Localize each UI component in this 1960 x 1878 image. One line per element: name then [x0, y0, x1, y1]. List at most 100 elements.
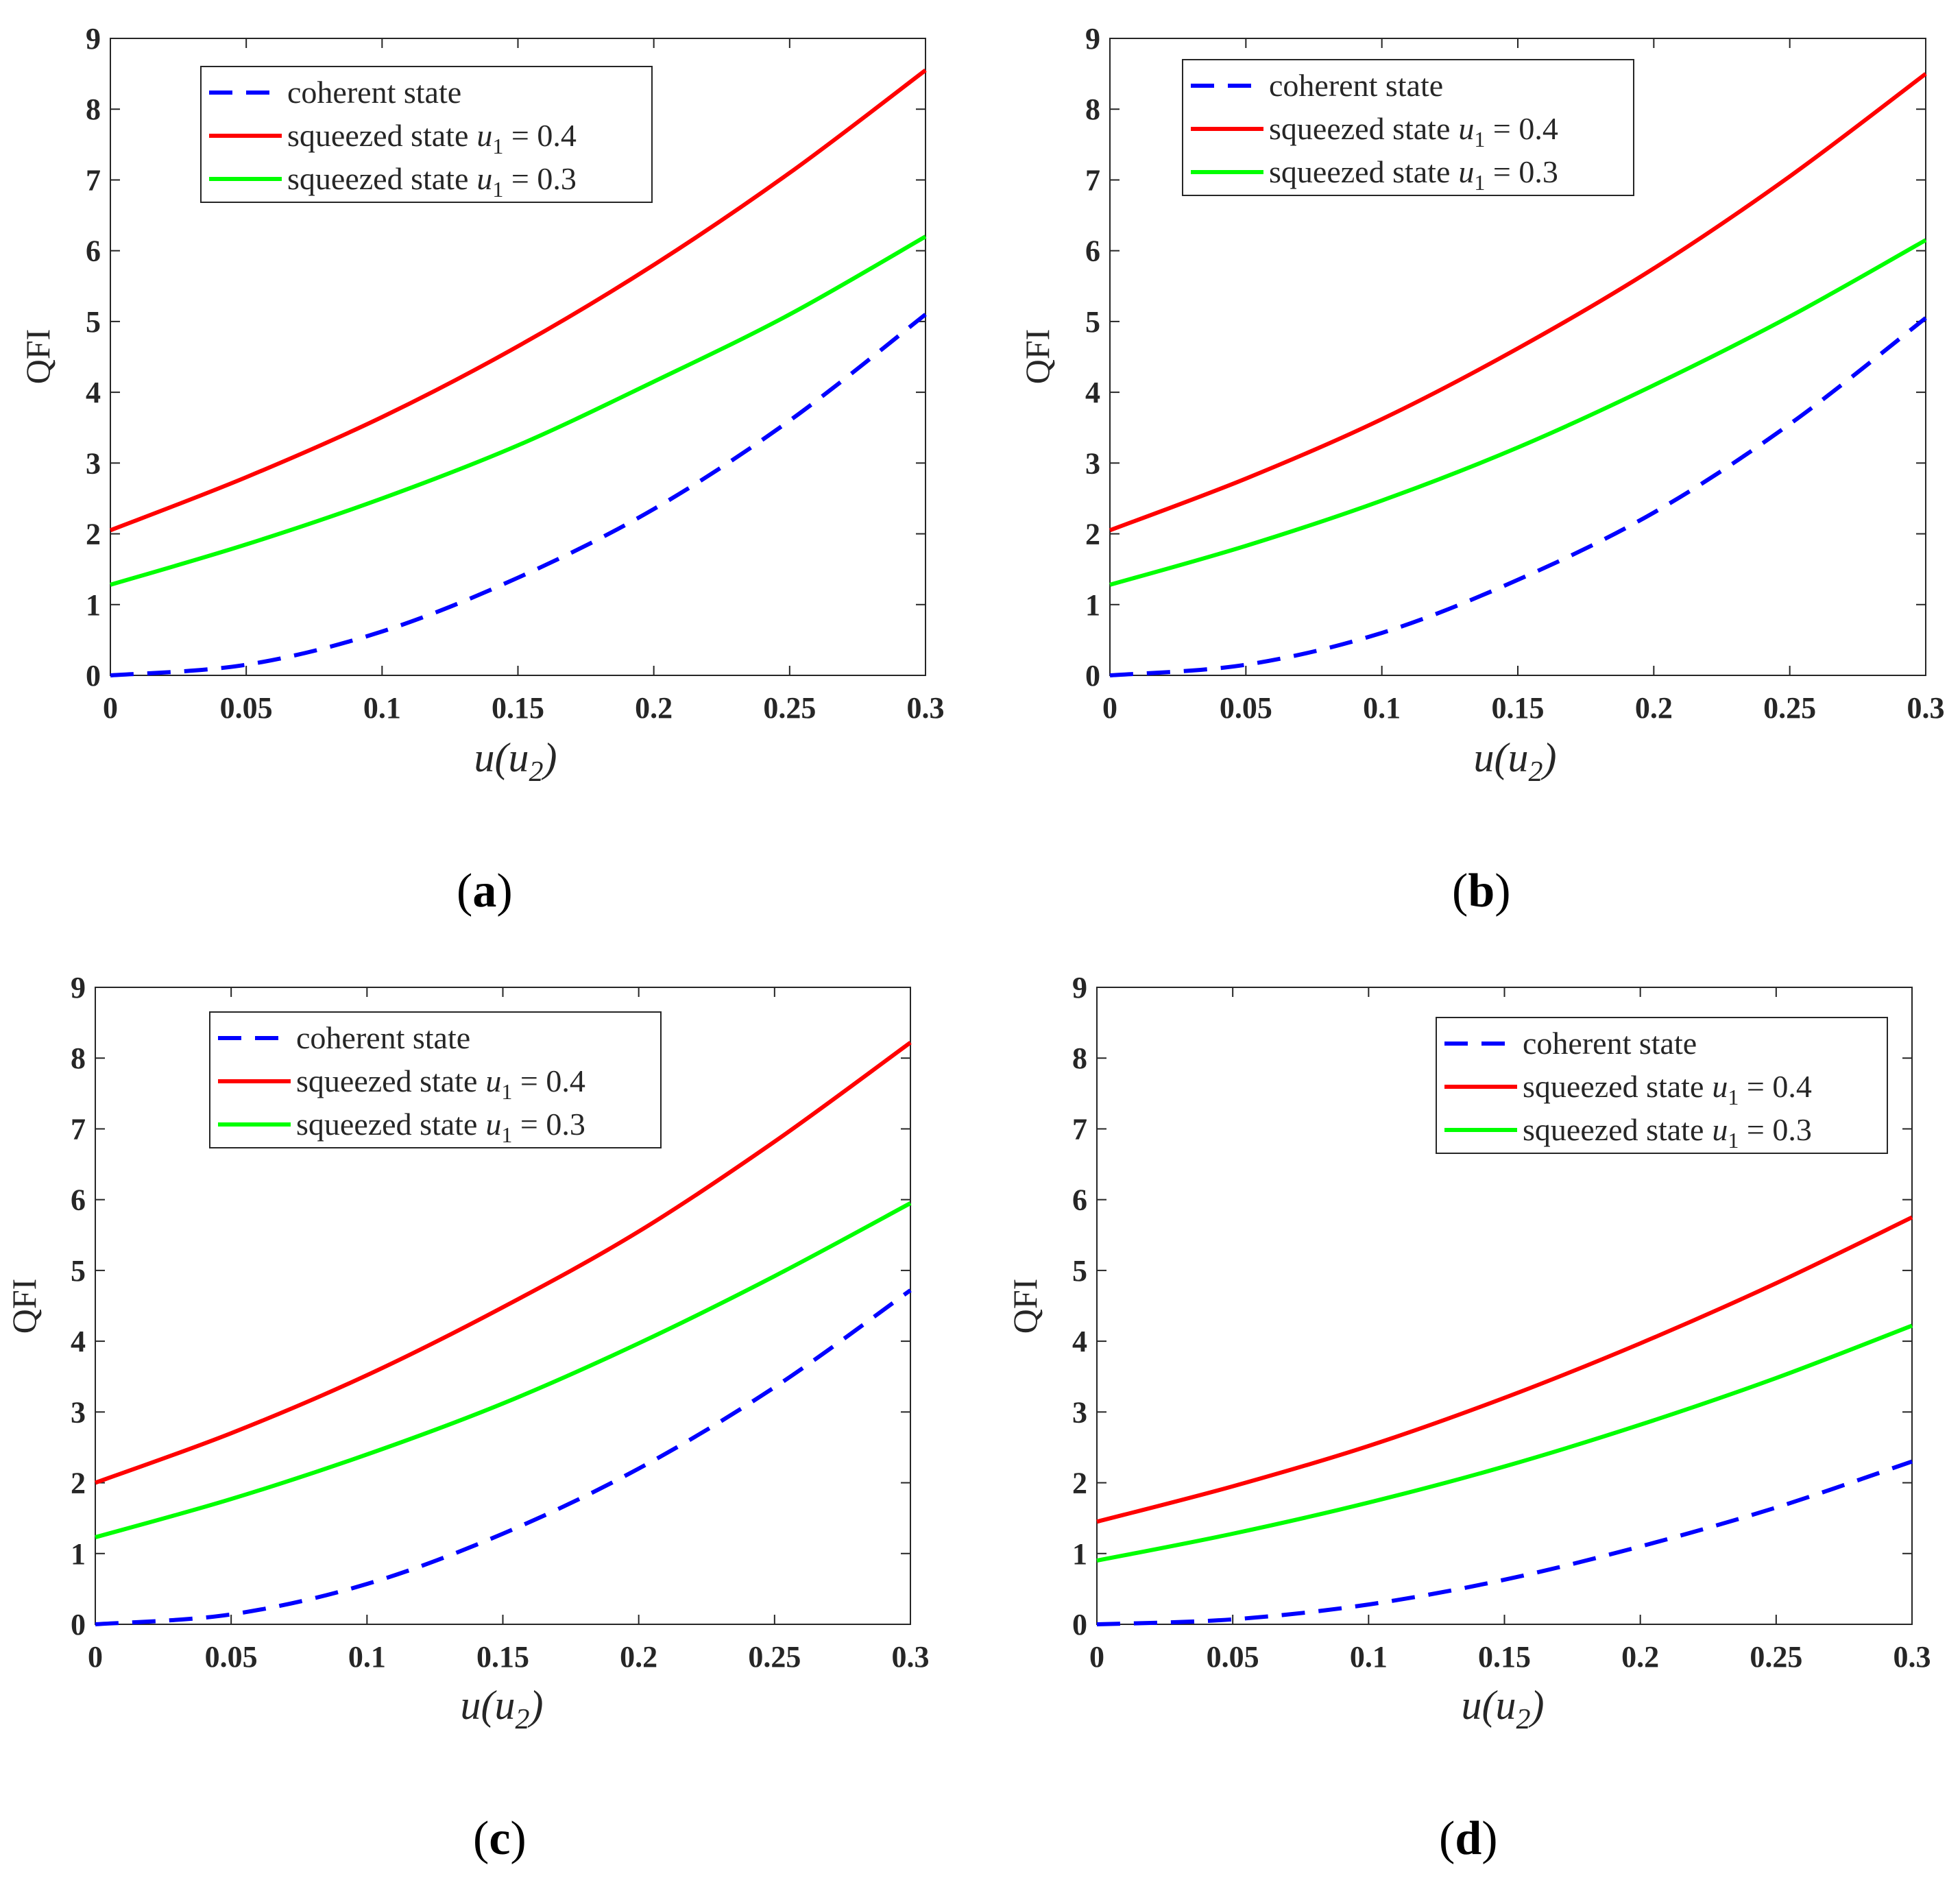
- x-tick-label: 0.25: [1750, 1640, 1802, 1674]
- x-axis-label-main: u(u: [461, 1683, 516, 1728]
- x-tick-label: 0.15: [476, 1640, 529, 1674]
- panel-caption-letter: a: [472, 865, 496, 917]
- legend-entry: coherent state: [287, 75, 461, 110]
- y-tick-label: 9: [86, 22, 101, 56]
- x-axis-label-sub: 2: [529, 756, 544, 788]
- x-tick-label: 0.25: [748, 1640, 801, 1674]
- legend-entry: squeezed state u1 = 0.4: [1269, 111, 1558, 152]
- legend-entry-name: squeezed state: [1523, 1069, 1704, 1104]
- panel-caption-open: (: [1439, 1812, 1455, 1865]
- y-tick-label: 2: [1085, 518, 1100, 551]
- y-tick-label: 0: [86, 659, 101, 693]
- y-tick-label: 3: [1072, 1395, 1087, 1429]
- legend-entry: squeezed state u1 = 0.3: [296, 1107, 585, 1147]
- y-tick-label: 4: [71, 1325, 86, 1358]
- y-tick-label: 8: [1072, 1042, 1087, 1075]
- legend-entry-name: coherent state: [1523, 1026, 1697, 1061]
- legend-entry: squeezed state u1 = 0.4: [296, 1063, 585, 1104]
- legend-entry-param-value: = 0.3: [512, 1107, 585, 1142]
- legend-entry-name: squeezed state: [296, 1107, 477, 1142]
- y-tick-label: 0: [71, 1608, 86, 1641]
- y-tick-label: 5: [1072, 1254, 1087, 1288]
- x-axis-label-main: u(u: [1474, 735, 1529, 780]
- legend-entry-param-value: = 0.4: [1485, 111, 1558, 146]
- y-axis-label: QFI: [5, 1279, 43, 1334]
- panel-caption-open: (: [1452, 865, 1468, 917]
- legend-entry: squeezed state u1 = 0.3: [1523, 1112, 1812, 1153]
- legend-entry-param: u: [485, 1107, 501, 1142]
- panel-caption-close: ): [510, 1812, 526, 1865]
- x-tick-label: 0.15: [1478, 1640, 1531, 1674]
- x-tick-label: 0.05: [1220, 691, 1272, 725]
- y-tick-label: 3: [71, 1395, 86, 1429]
- x-tick-label: 0.1: [1363, 691, 1401, 725]
- y-tick-label: 4: [86, 376, 101, 409]
- y-tick-label: 6: [1085, 234, 1100, 268]
- legend-entry-param: u: [485, 1063, 501, 1098]
- y-tick-label: 1: [86, 588, 101, 622]
- legend-entry-name: squeezed state: [1269, 111, 1450, 146]
- x-tick-label: 0.1: [1350, 1640, 1388, 1674]
- y-tick-label: 3: [86, 446, 101, 480]
- panel-caption-open: (: [473, 1812, 489, 1865]
- y-tick-label: 0: [1072, 1608, 1087, 1641]
- legend-entry-param: u: [1458, 111, 1474, 146]
- legend-entry-param-value: = 0.3: [1485, 154, 1558, 189]
- x-tick-label: 0.05: [1207, 1640, 1259, 1674]
- series-line-coherent: [1096, 1459, 1913, 1626]
- y-tick-label: 2: [86, 518, 101, 551]
- legend-entry-param-sub: 1: [501, 1122, 512, 1147]
- legend-entry-param-value: = 0.4: [512, 1063, 585, 1098]
- series-line-squeezed-0-3: [95, 1201, 912, 1539]
- x-tick-label: 0.3: [892, 1640, 930, 1674]
- series-line-squeezed-0-4: [1109, 72, 1927, 533]
- legend-entry: squeezed state u1 = 0.4: [1523, 1069, 1812, 1109]
- panel-caption: (c): [473, 1812, 527, 1865]
- y-tick-label: 9: [1072, 971, 1087, 1004]
- y-tick-label: 2: [1072, 1467, 1087, 1500]
- y-tick-label: 6: [86, 234, 101, 268]
- legend-entry-param-sub: 1: [1728, 1085, 1739, 1109]
- legend-entry-param-value: = 0.3: [1739, 1112, 1811, 1147]
- legend-entry-name: squeezed state: [296, 1063, 477, 1098]
- legend-entry-param-value: = 0.4: [1739, 1069, 1811, 1104]
- y-axis-label: QFI: [1006, 1279, 1044, 1334]
- legend-entry: squeezed state u1 = 0.3: [1269, 154, 1558, 195]
- legend-entry-param: u: [476, 161, 492, 196]
- y-tick-label: 5: [1085, 305, 1100, 339]
- legend-entry-param-sub: 1: [492, 177, 503, 202]
- y-tick-label: 2: [71, 1467, 86, 1500]
- y-tick-label: 7: [1072, 1112, 1087, 1146]
- panel-caption-close: ): [1495, 865, 1510, 917]
- legend-entry-name: squeezed state: [1523, 1112, 1704, 1147]
- x-tick-label: 0: [1102, 691, 1117, 725]
- series-line-squeezed-0-3: [1109, 238, 1927, 587]
- series-line-squeezed-0-4: [94, 1041, 912, 1485]
- panel-caption: (a): [457, 865, 513, 917]
- legend-entry-param-sub: 1: [501, 1079, 512, 1104]
- x-tick-label: 0.1: [348, 1640, 386, 1674]
- x-axis-label-close: ): [1541, 735, 1557, 780]
- x-tick-label: 0.2: [1635, 691, 1673, 725]
- series-line-coherent: [1109, 316, 1927, 677]
- x-tick-label: 0.05: [220, 691, 273, 725]
- y-tick-label: 4: [1085, 376, 1100, 409]
- x-tick-label: 0: [103, 691, 118, 725]
- x-tick-label: 0: [88, 1640, 103, 1674]
- legend-entry-param: u: [1458, 154, 1474, 189]
- x-tick-label: 0: [1089, 1640, 1104, 1674]
- x-axis-label-main: u(u: [1462, 1683, 1516, 1728]
- series-line-squeezed-0-4: [109, 69, 927, 533]
- y-tick-label: 4: [1072, 1325, 1087, 1358]
- legend: coherent state squeezed state u1 = 0.4sque…: [1436, 1017, 1888, 1154]
- y-tick-label: 8: [1085, 93, 1100, 126]
- legend-entry-param: u: [476, 118, 492, 153]
- legend-entry: coherent state: [296, 1020, 470, 1055]
- x-tick-label: 0.25: [1763, 691, 1816, 725]
- legend-entry-name: squeezed state: [287, 118, 468, 153]
